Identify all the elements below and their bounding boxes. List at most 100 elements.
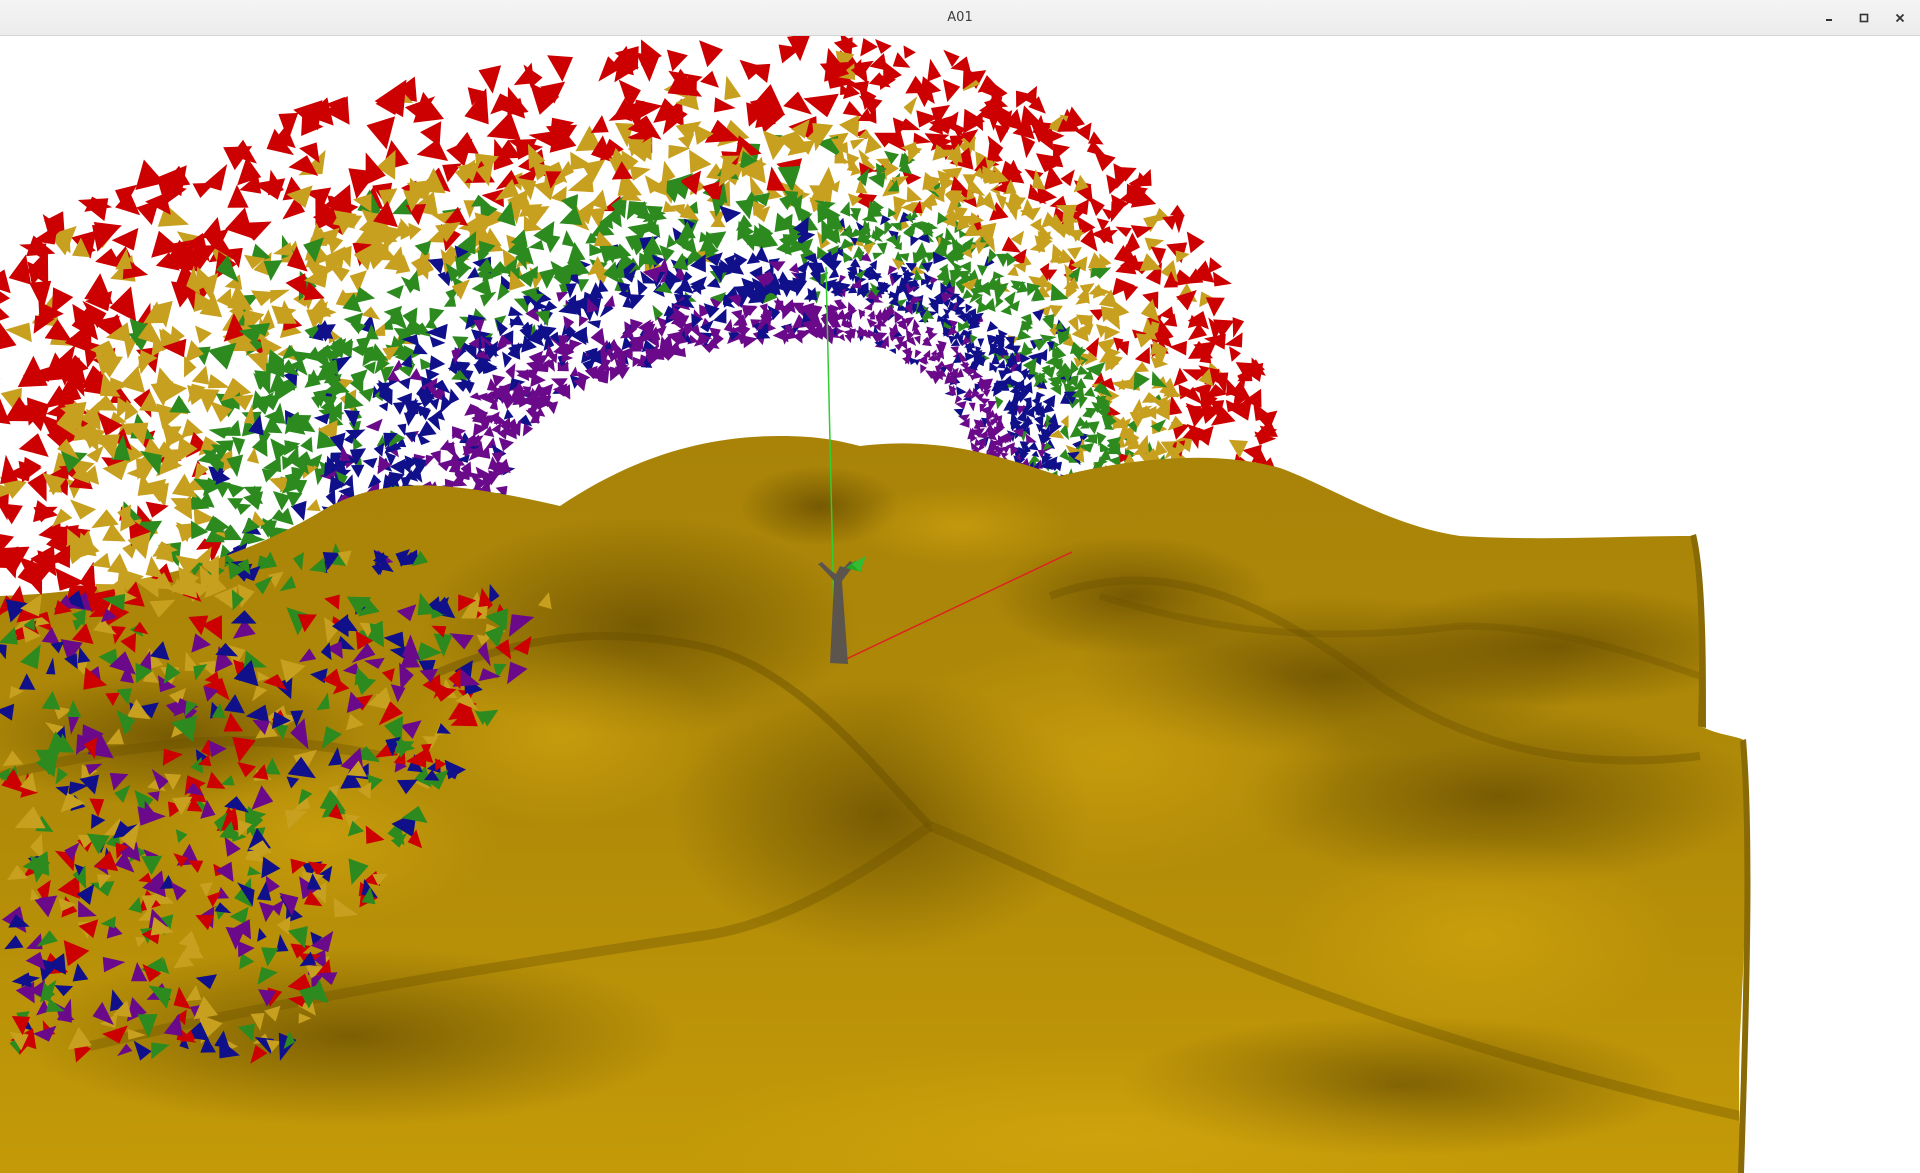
leaf-particle <box>120 632 137 653</box>
leaf-particle <box>350 464 365 478</box>
leaf-particle <box>143 301 166 324</box>
leaf-particle <box>215 861 234 882</box>
leaf-particle <box>162 239 198 272</box>
leaf-particle <box>732 313 748 326</box>
leaf-particle <box>855 269 867 280</box>
leaf-particle <box>492 387 505 399</box>
close-button[interactable] <box>1889 7 1911 29</box>
leaf-particle <box>857 129 872 139</box>
leaf-particle <box>1114 341 1130 356</box>
leaf-particle <box>875 39 892 54</box>
leaf-particle <box>318 865 333 883</box>
leaf-particle <box>1020 134 1036 159</box>
leaf-particle <box>541 383 554 398</box>
leaf-particle <box>448 451 466 467</box>
leaf-particle <box>120 505 136 532</box>
leaf-particle <box>1060 422 1069 441</box>
leaf-particle <box>943 79 961 103</box>
leaf-particle <box>57 874 80 899</box>
leaf-particle <box>344 474 354 489</box>
leaf-particle <box>480 291 497 307</box>
leaf-particle <box>289 479 308 495</box>
leaf-particle <box>662 200 677 213</box>
leaf-particle <box>427 230 449 243</box>
leaf-particle <box>1224 332 1243 348</box>
leaf-particle <box>839 201 851 217</box>
leaf-particle <box>945 286 955 295</box>
leaf-particle <box>652 304 664 322</box>
leaf-particle <box>875 332 888 342</box>
leaf-particle <box>904 292 914 303</box>
leaf-particle <box>95 248 123 269</box>
leaf-particle <box>478 65 502 94</box>
leaf-particle <box>390 684 406 703</box>
leaf-particle <box>662 279 677 293</box>
leaf-particle <box>508 614 535 637</box>
leaf-particle <box>667 68 702 97</box>
leaf-particle <box>290 500 307 521</box>
leaf-particle <box>838 301 847 311</box>
leaf-particle <box>1151 371 1168 388</box>
leaf-particle <box>281 476 300 494</box>
leaf-particle <box>270 438 291 461</box>
leaf-particle <box>198 754 212 767</box>
leaf-particle <box>195 325 212 344</box>
leaf-particle <box>145 555 164 579</box>
leaf-particle-cloud-front <box>0 543 552 1064</box>
leaf-particle <box>175 523 195 543</box>
leaf-particle <box>47 953 66 975</box>
leaf-particle <box>756 320 770 331</box>
leaf-particle <box>1039 262 1050 282</box>
leaf-particle <box>1104 310 1120 330</box>
leaf-particle <box>955 368 964 379</box>
leaf-particle <box>644 347 662 363</box>
leaf-particle <box>533 221 555 247</box>
leaf-particle <box>913 335 921 345</box>
leaf-particle <box>780 332 790 345</box>
leaf-particle <box>199 565 216 592</box>
leaf-particle <box>502 351 512 368</box>
leaf-particle <box>821 260 842 272</box>
leaf-particle <box>29 980 46 999</box>
leaf-particle <box>962 237 974 251</box>
leaf-particle <box>120 663 134 684</box>
leaf-particle <box>193 291 218 312</box>
leaf-particle <box>1042 394 1056 408</box>
leaf-particle <box>974 438 983 447</box>
leaf-particle <box>1048 429 1065 439</box>
leaf-particle <box>446 767 461 780</box>
leaf-particle <box>979 405 993 416</box>
leaf-particle <box>842 251 853 263</box>
maximize-button[interactable] <box>1853 7 1875 29</box>
leaf-particle <box>974 393 985 401</box>
leaf-particle <box>33 506 58 523</box>
leaf-particle <box>90 340 120 364</box>
leaf-particle <box>738 323 751 339</box>
leaf-particle <box>565 283 577 299</box>
leaf-particle <box>351 643 376 663</box>
leaf-particle <box>943 362 955 374</box>
leaf-particle <box>1019 207 1041 221</box>
leaf-particle <box>928 297 938 306</box>
leaf-particle <box>936 344 945 353</box>
leaf-particle <box>859 252 872 262</box>
leaf-particle <box>905 75 929 94</box>
leaf-particle <box>846 159 858 173</box>
leaf-particle <box>135 936 147 948</box>
leaf-particle <box>264 1005 281 1022</box>
leaf-particle <box>369 623 382 642</box>
leaf-particle <box>690 324 702 339</box>
leaf-particle <box>536 406 546 417</box>
leaf-particle <box>1118 452 1132 464</box>
leaf-particle <box>279 359 300 376</box>
leaf-particle <box>391 832 408 848</box>
leaf-particle <box>991 353 1000 365</box>
minimize-button[interactable] <box>1818 7 1840 29</box>
leaf-particle <box>961 361 970 370</box>
leaf-particle <box>831 310 840 320</box>
3d-viewport[interactable] <box>0 36 1920 1173</box>
leaf-particle <box>1020 313 1033 325</box>
title-bar[interactable]: A01 <box>0 0 1920 36</box>
leaf-particle <box>834 149 846 165</box>
leaf-particle <box>18 556 52 586</box>
